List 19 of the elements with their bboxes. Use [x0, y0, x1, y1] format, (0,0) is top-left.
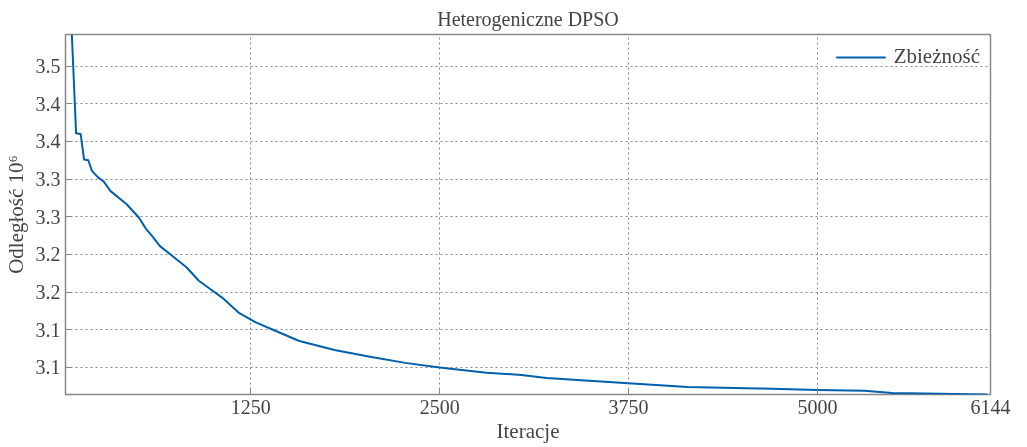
- x-tick-label: 3750: [608, 395, 649, 418]
- x-axis-title: Iteracje: [496, 418, 560, 443]
- x-tick-label: 6144: [970, 395, 1011, 418]
- y-tick-label: 3.3: [35, 205, 61, 228]
- legend-label: Zbieżność: [893, 44, 980, 69]
- y-axis-title: Odległość 10⁶: [3, 155, 28, 274]
- y-tick-label: 3.4: [35, 92, 61, 115]
- y-tick-label: 3.2: [35, 243, 61, 266]
- line-series: [70, 34, 989, 395]
- y-tick-label: 3.3: [35, 168, 61, 191]
- x-tick-label: 5000: [797, 395, 838, 418]
- x-tick-label: 2500: [419, 395, 460, 418]
- y-tick-label: 3.1: [35, 356, 61, 379]
- y-tick-label: 3.4: [35, 130, 61, 153]
- y-tick-label: 3.1: [35, 318, 61, 341]
- chart-title: Heterogeniczne DPSO: [437, 7, 619, 31]
- y-tick-label: 3.2: [35, 281, 61, 304]
- x-tick-label: 1250: [230, 395, 271, 418]
- y-tick-label: 3.5: [35, 55, 61, 78]
